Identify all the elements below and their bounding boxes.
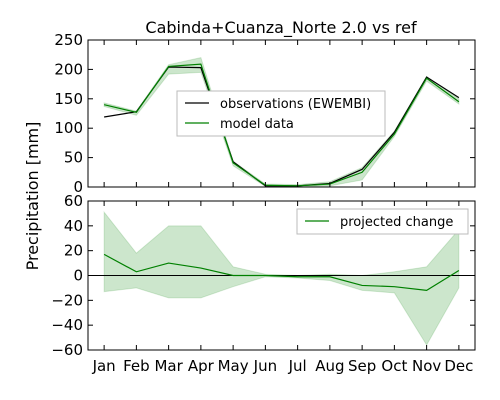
bottom-panel: −60 −40 −20 0 20 40 60 Jan Feb Mar Apr May Jun Jul Aug… [51, 192, 476, 375]
legend-label-0-0: observations (EWEMBI) [220, 97, 371, 112]
top-panel: 0 50 100 150 200 250 observations (EWEMBI) mode… [54, 31, 476, 196]
x-tick-label-5: Jun [253, 357, 277, 375]
series-line-1-0 [103, 253, 460, 292]
legend-box-0 [176, 90, 386, 137]
y-tick-label-1-6: 60 [64, 192, 83, 210]
x-tick-label-2: Mar [154, 357, 183, 375]
y-tick-label-0-4: 200 [54, 60, 83, 78]
y-tick-label-1-4: 20 [64, 242, 83, 260]
x-tick-label-8: Sep [348, 357, 376, 375]
legend-label-1-0: projected change [340, 215, 453, 230]
y-tick-label-0-1: 50 [64, 149, 83, 167]
legend-1: projected change [296, 208, 469, 235]
y-tick-label-1-5: 40 [64, 217, 83, 235]
x-tick-label-4: May [218, 357, 249, 375]
x-tick-label-6: Jul [288, 357, 307, 375]
y-tick-label-0-5: 250 [54, 31, 83, 49]
y-tick-label-0-0: 0 [73, 178, 83, 196]
y-tick-label-1-0: −60 [51, 341, 83, 359]
y-tick-label-0-2: 100 [54, 119, 83, 137]
x-tick-label-0: Jan [92, 357, 116, 375]
y-tick-label-1-2: −20 [51, 291, 83, 309]
y-tick-label-1-1: −40 [51, 316, 83, 334]
x-tick-label-11: Dec [444, 357, 473, 375]
legend-0: observations (EWEMBI) model data [176, 90, 386, 137]
x-tick-label-10: Nov [412, 357, 441, 375]
uncertainty-band-1-0 [103, 210, 460, 347]
y-tick-label-0-3: 150 [54, 90, 83, 108]
y-tick-label-1-3: 0 [73, 267, 83, 285]
x-tick-label-9: Oct [381, 357, 407, 375]
series-line-0-1 [103, 63, 460, 187]
plot-frame-0 [87, 39, 476, 188]
x-tick-label-3: Apr [188, 357, 215, 375]
chart-title: Cabinda+Cuanza_Norte 2.0 vs ref [145, 18, 417, 38]
y-axis-label: Precipitation [mm] [23, 122, 42, 271]
x-tick-label-7: Aug [315, 357, 344, 375]
x-tick-label-1: Feb [123, 357, 150, 375]
legend-label-0-1: model data [220, 117, 294, 132]
